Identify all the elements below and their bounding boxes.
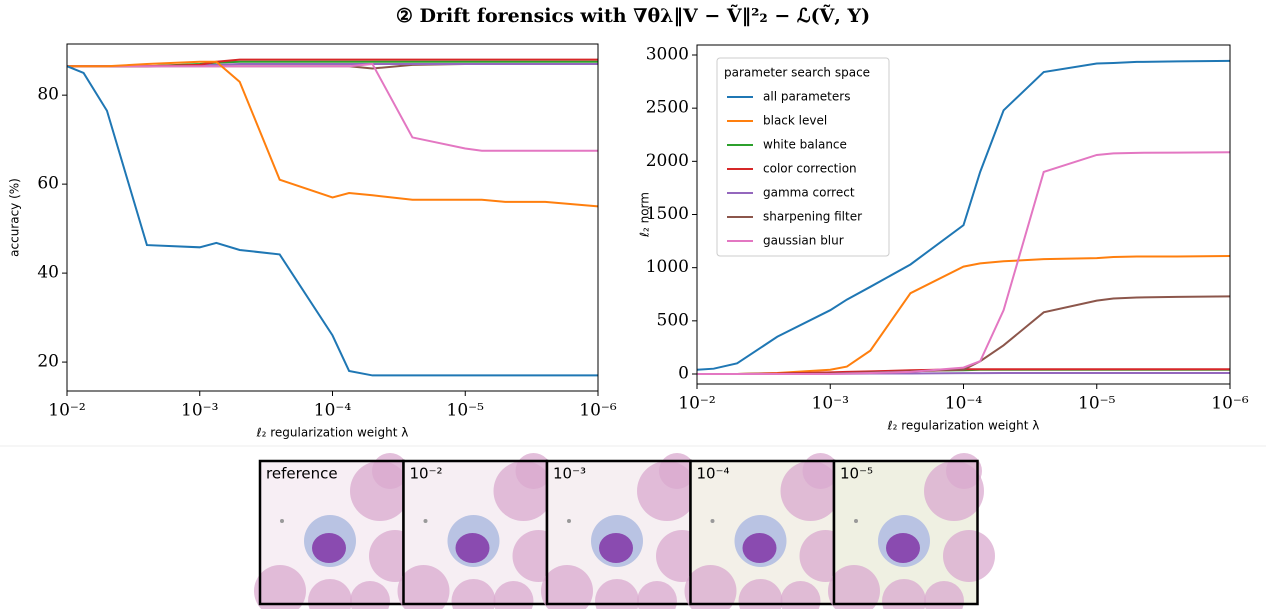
figure-title: ② Drift forensics with ∇θλ‖V − Ṽ‖²₂ − ℒ(… (396, 4, 870, 27)
nucleus (886, 533, 920, 563)
nucleus (599, 533, 633, 563)
data-line (697, 256, 1230, 374)
panel-label: 10⁻⁵ (840, 465, 873, 483)
x-tick-label: 10⁻³ (812, 394, 849, 414)
image-panel: 10⁻³ (541, 453, 708, 609)
data-line (67, 66, 598, 375)
image-panel: 10⁻⁵ (828, 453, 995, 609)
panel-label: 10⁻⁴ (697, 465, 730, 483)
y-tick-label: 40 (37, 263, 59, 283)
legend-label: color correction (763, 162, 857, 176)
x-tick-label: 10⁻⁶ (579, 401, 617, 421)
data-line (697, 296, 1230, 374)
legend-label: white balance (763, 138, 847, 152)
legend-label: sharpening filter (763, 210, 862, 224)
panel-label: 10⁻² (410, 465, 443, 483)
y-tick-label: 2500 (646, 98, 689, 118)
image-panel: reference (254, 453, 421, 609)
x-axis-label: ℓ₂ regularization weight λ (256, 426, 409, 440)
panel-label: 10⁻³ (553, 465, 586, 483)
debris (280, 519, 284, 523)
y-tick-label: 500 (657, 310, 689, 330)
debris (424, 519, 428, 523)
debris (854, 519, 858, 523)
x-tick-label: 10⁻² (48, 401, 85, 421)
x-tick-label: 10⁻⁴ (314, 401, 352, 421)
x-tick-label: 10⁻⁴ (945, 394, 983, 414)
y-axis-label: accuracy (%) (8, 178, 22, 257)
x-axis-label: ℓ₂ regularization weight λ (887, 419, 1040, 433)
nucleus (312, 533, 346, 563)
y-tick-label: 1000 (646, 257, 689, 277)
y-tick-label: 2000 (646, 151, 689, 171)
legend-label: gamma correct (763, 186, 855, 200)
x-tick-label: 10⁻⁶ (1211, 394, 1249, 414)
data-line (67, 64, 598, 151)
legend-box (717, 58, 889, 256)
nucleus (456, 533, 490, 563)
debris (711, 519, 715, 523)
data-line (67, 60, 598, 67)
legend-label: all parameters (763, 90, 850, 104)
legend-label: black level (763, 114, 827, 128)
legend-title: parameter search space (724, 66, 870, 80)
x-tick-label: 10⁻⁵ (447, 401, 485, 421)
image-panel: 10⁻² (398, 453, 565, 609)
plot-frame (67, 44, 598, 391)
y-tick-label: 80 (37, 85, 59, 105)
nucleus (743, 533, 777, 563)
y-tick-label: 60 (37, 174, 59, 194)
page: {"figure_title": "② Drift forensics with… (0, 0, 1266, 609)
y-tick-label: 1500 (646, 204, 689, 224)
x-tick-label: 10⁻⁵ (1078, 394, 1116, 414)
y-tick-label: 3000 (646, 44, 689, 64)
x-tick-label: 10⁻² (678, 394, 715, 414)
y-tick-label: 0 (678, 364, 689, 384)
image-panel: 10⁻⁴ (685, 453, 852, 609)
x-tick-label: 10⁻³ (181, 401, 218, 421)
panel-label: reference (266, 465, 338, 483)
figure: ② Drift forensics with ∇θλ‖V − Ṽ‖²₂ − ℒ(… (0, 0, 1266, 609)
legend-label: gaussian blur (763, 234, 844, 248)
debris (567, 519, 571, 523)
rbc (943, 530, 995, 582)
data-line (67, 62, 598, 207)
y-tick-label: 20 (37, 352, 59, 372)
y-axis-label: ℓ₂ norm (638, 192, 652, 238)
